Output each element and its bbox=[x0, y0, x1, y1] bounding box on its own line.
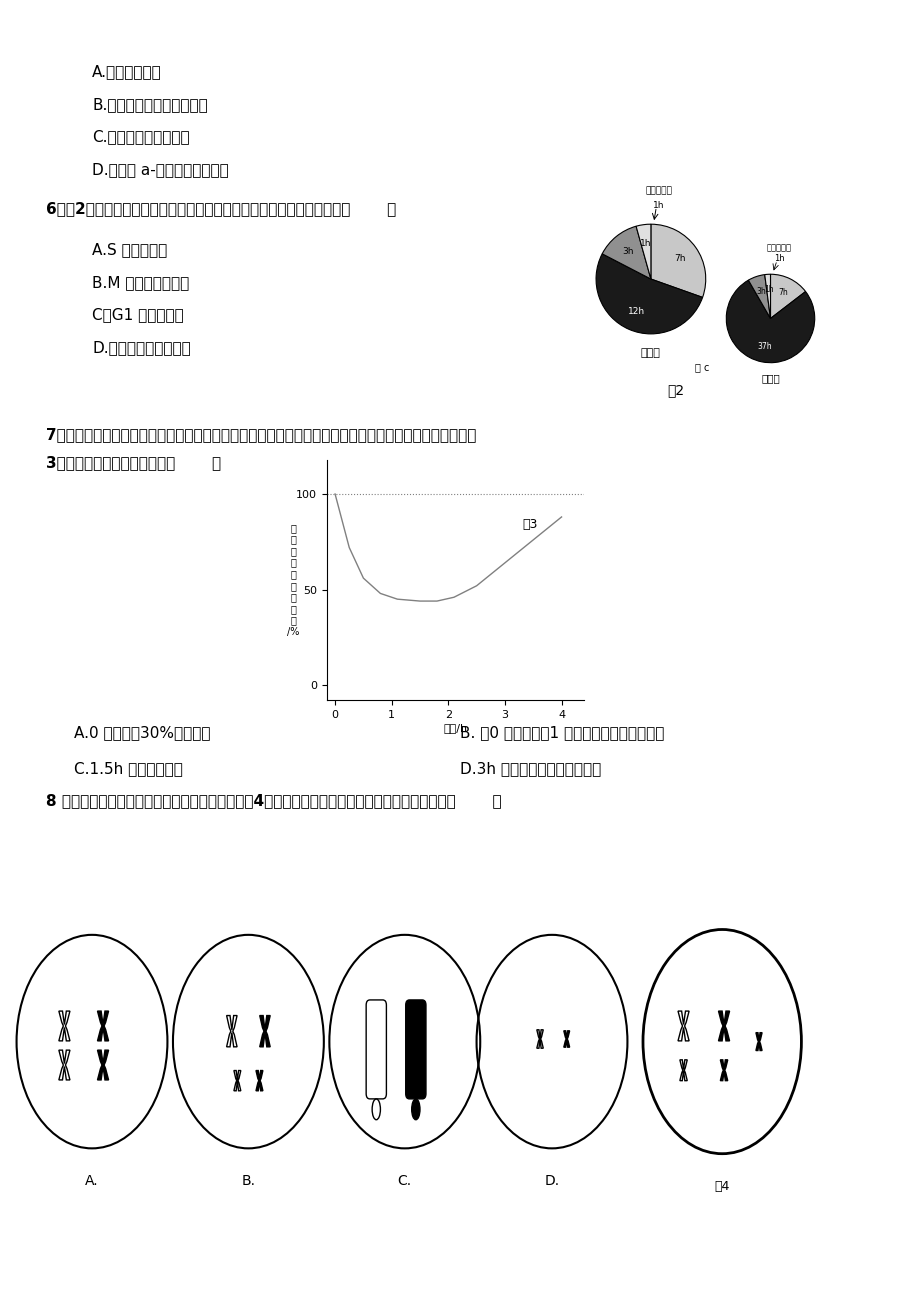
X-axis label: 时间/h: 时间/h bbox=[443, 723, 467, 733]
Polygon shape bbox=[259, 1016, 270, 1047]
Wedge shape bbox=[596, 254, 702, 333]
Text: 7h: 7h bbox=[674, 254, 685, 263]
Text: A.0 时刻滴加30%蔗糖溶液: A.0 时刻滴加30%蔗糖溶液 bbox=[74, 725, 210, 741]
Text: B.M 期所占比例不同: B.M 期所占比例不同 bbox=[92, 275, 189, 290]
Wedge shape bbox=[635, 224, 651, 279]
Text: B. 与0 时刻相比，1 时刻细胞细胞液浓度变大: B. 与0 时刻相比，1 时刻细胞细胞液浓度变大 bbox=[460, 725, 664, 741]
Text: 7．某同学进行植物细胞的质壁分离与复原实验时，测得洋葱鳞叶外表皮细胞原生质体的相对体积变化如图: 7．某同学进行植物细胞的质壁分离与复原实验时，测得洋葱鳞叶外表皮细胞原生质体的相… bbox=[46, 427, 476, 443]
Text: D.: D. bbox=[544, 1174, 559, 1187]
Text: A.S 期长度不同: A.S 期长度不同 bbox=[92, 242, 167, 258]
Text: 图4: 图4 bbox=[714, 1180, 729, 1193]
Text: C.: C. bbox=[397, 1174, 412, 1187]
Polygon shape bbox=[97, 1012, 108, 1040]
Text: 1h: 1h bbox=[773, 254, 784, 263]
FancyBboxPatch shape bbox=[405, 1000, 425, 1099]
Text: D.3h 后细胞不再发生渗透作用: D.3h 后细胞不再发生渗透作用 bbox=[460, 760, 601, 776]
Polygon shape bbox=[255, 1070, 263, 1091]
Wedge shape bbox=[770, 275, 805, 319]
Wedge shape bbox=[651, 224, 705, 297]
Text: C.1.5h 左右滴加清水: C.1.5h 左右滴加清水 bbox=[74, 760, 182, 776]
Text: 1h: 1h bbox=[652, 201, 664, 210]
Text: B.是由染色体片段缺失引起: B.是由染色体片段缺失引起 bbox=[92, 96, 208, 112]
Text: 图2: 图2 bbox=[666, 384, 684, 397]
Text: 7h: 7h bbox=[777, 288, 788, 297]
Wedge shape bbox=[747, 275, 770, 319]
Text: D.分裂速度乙细胞更快: D.分裂速度乙细胞更快 bbox=[92, 340, 190, 355]
Text: 3h: 3h bbox=[622, 247, 633, 256]
Polygon shape bbox=[755, 1032, 761, 1051]
Text: 图3: 图3 bbox=[521, 518, 537, 531]
Text: 乙细胞: 乙细胞 bbox=[760, 374, 779, 383]
Text: B.: B. bbox=[241, 1174, 255, 1187]
Text: 12h: 12h bbox=[628, 307, 644, 316]
Polygon shape bbox=[97, 1051, 108, 1079]
Text: 6．图2是甲、乙两种细胞的细胞周期示意图，据图可知甲、乙两种细胞（       ）: 6．图2是甲、乙两种细胞的细胞周期示意图，据图可知甲、乙两种细胞（ ） bbox=[46, 201, 396, 216]
Wedge shape bbox=[764, 275, 770, 319]
Polygon shape bbox=[563, 1031, 569, 1047]
Ellipse shape bbox=[412, 1099, 420, 1120]
Wedge shape bbox=[725, 280, 814, 363]
Text: 3h: 3h bbox=[755, 286, 766, 296]
Text: 1h: 1h bbox=[763, 285, 773, 294]
Text: 8 处于减数分裂某一时期的细胞其染色体组成如图4所示，其正常分裂产生的子细胞染色体组成是（       ）: 8 处于减数分裂某一时期的细胞其染色体组成如图4所示，其正常分裂产生的子细胞染色… bbox=[46, 793, 501, 809]
Polygon shape bbox=[718, 1012, 729, 1040]
Text: 37h: 37h bbox=[756, 342, 771, 352]
Text: C.导致终止密码子后移: C.导致终止密码子后移 bbox=[92, 129, 189, 145]
Text: 3，相关操作或说法错误的是（       ）: 3，相关操作或说法错误的是（ ） bbox=[46, 454, 221, 470]
Text: 甲细胞: 甲细胞 bbox=[641, 348, 660, 358]
Text: A.: A. bbox=[85, 1174, 98, 1187]
Wedge shape bbox=[602, 227, 651, 279]
Text: 有丝分裂期: 有丝分裂期 bbox=[645, 186, 672, 195]
Text: A.属于基因重组: A.属于基因重组 bbox=[92, 64, 162, 79]
Text: D.不改变 a-珠蛋白的空间结构: D.不改变 a-珠蛋白的空间结构 bbox=[92, 161, 229, 177]
Text: 图 c: 图 c bbox=[694, 362, 709, 372]
Text: 1h: 1h bbox=[640, 240, 651, 249]
Polygon shape bbox=[720, 1060, 727, 1081]
Text: 有丝分裂期: 有丝分裂期 bbox=[766, 243, 791, 253]
Text: C．G1 期长度相同: C．G1 期长度相同 bbox=[92, 307, 184, 323]
Y-axis label: 原
生
质
体
的
相
对
体
积
/%: 原 生 质 体 的 相 对 体 积 /% bbox=[287, 523, 299, 637]
